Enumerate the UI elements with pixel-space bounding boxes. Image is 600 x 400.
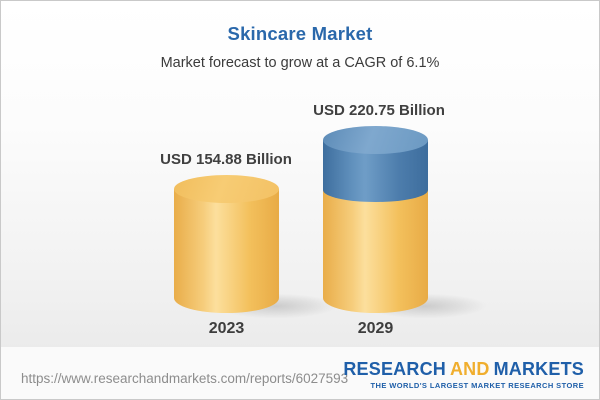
logo-wordmark: RESEARCH AND MARKETS xyxy=(343,360,584,378)
bar-2023-body xyxy=(174,189,279,313)
bar-2029-base-segment xyxy=(323,189,428,313)
logo-word-research: RESEARCH xyxy=(343,359,446,379)
source-url: https://www.researchandmarkets.com/repor… xyxy=(21,371,349,386)
logo-tagline: THE WORLD'S LARGEST MARKET RESEARCH STOR… xyxy=(370,381,584,390)
chart-area: Skincare Market Market forecast to grow … xyxy=(1,1,599,349)
axis-label-2023: 2023 xyxy=(208,320,245,337)
chart-title: Skincare Market xyxy=(227,23,373,44)
bar-2023-top-ellipse xyxy=(174,175,279,203)
bar-2029-top-ellipse xyxy=(323,126,428,154)
researchandmarkets-logo: RESEARCH AND MARKETS THE WORLD'S LARGEST M… xyxy=(343,360,584,390)
footer: https://www.researchandmarkets.com/repor… xyxy=(1,347,599,399)
logo-word-and: AND xyxy=(449,359,490,379)
logo-word-markets: MARKETS xyxy=(493,359,584,379)
value-label-2023: USD 154.88 Billion xyxy=(160,151,292,168)
bar-2029 xyxy=(323,126,489,319)
bar-2023 xyxy=(174,175,340,319)
axis-label-2029: 2029 xyxy=(357,320,394,337)
chart-subtitle: Market forecast to grow at a CAGR of 6.1… xyxy=(160,55,440,71)
value-label-2029: USD 220.75 Billion xyxy=(313,102,445,119)
